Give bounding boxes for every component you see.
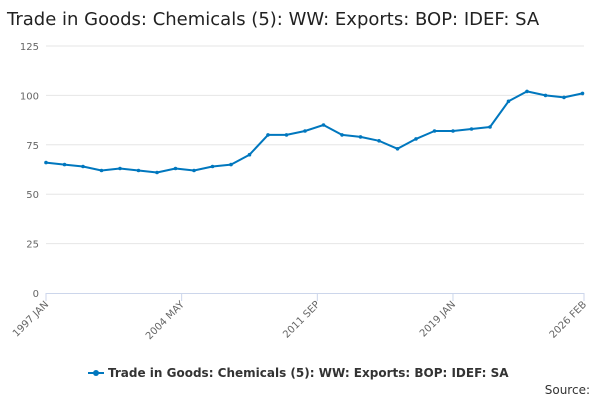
data-point[interactable] xyxy=(44,160,48,165)
data-point[interactable] xyxy=(340,133,344,137)
data-point[interactable] xyxy=(266,133,270,137)
data-point[interactable] xyxy=(543,93,548,98)
data-point[interactable] xyxy=(81,164,85,169)
data-point[interactable] xyxy=(488,125,492,129)
data-point[interactable] xyxy=(562,95,566,100)
x-tick-label: 2019 JAN xyxy=(418,299,458,339)
data-point[interactable] xyxy=(247,152,252,157)
y-tick-label: 75 xyxy=(26,141,39,152)
data-point[interactable] xyxy=(432,129,437,133)
series-line xyxy=(45,90,583,174)
data-point[interactable] xyxy=(506,99,511,104)
data-point[interactable] xyxy=(210,164,215,169)
legend-swatch xyxy=(88,370,104,376)
data-point[interactable] xyxy=(580,91,585,96)
data-point[interactable] xyxy=(136,168,141,173)
data-point[interactable] xyxy=(118,166,122,171)
source-label: Source: xyxy=(544,383,590,397)
data-point[interactable] xyxy=(192,168,196,173)
y-tick-label: 25 xyxy=(26,240,39,251)
data-point[interactable] xyxy=(99,168,104,173)
data-point[interactable] xyxy=(358,135,363,139)
x-tick-label: 2026 FEB xyxy=(548,299,590,341)
data-point[interactable] xyxy=(229,162,233,167)
legend-label: Trade in Goods: Chemicals (5): WW: Expor… xyxy=(108,366,509,380)
data-point[interactable] xyxy=(155,170,159,175)
data-point[interactable] xyxy=(321,123,326,127)
data-point[interactable] xyxy=(173,166,178,171)
y-tick-label: 100 xyxy=(20,91,39,102)
legend-item[interactable]: Trade in Goods: Chemicals (5): WW: Expor… xyxy=(88,366,509,380)
data-point[interactable] xyxy=(414,137,418,141)
data-point[interactable] xyxy=(451,129,455,133)
data-point[interactable] xyxy=(395,147,400,151)
x-tick-label: 1997 JAN xyxy=(11,299,51,339)
data-point[interactable] xyxy=(525,89,529,94)
y-tick-label: 50 xyxy=(26,190,39,201)
chart-title: Trade in Goods: Chemicals (5): WW: Expor… xyxy=(7,9,540,30)
x-tick-label: 2011 SEP xyxy=(281,299,322,340)
data-point[interactable] xyxy=(469,127,474,131)
y-tick-label: 0 xyxy=(33,289,39,300)
data-point[interactable] xyxy=(377,139,381,143)
data-point[interactable] xyxy=(303,129,307,133)
data-point[interactable] xyxy=(62,162,67,167)
data-point[interactable] xyxy=(284,133,289,137)
x-tick-label: 2004 MAY xyxy=(144,299,187,342)
y-tick-label: 125 xyxy=(20,42,39,53)
